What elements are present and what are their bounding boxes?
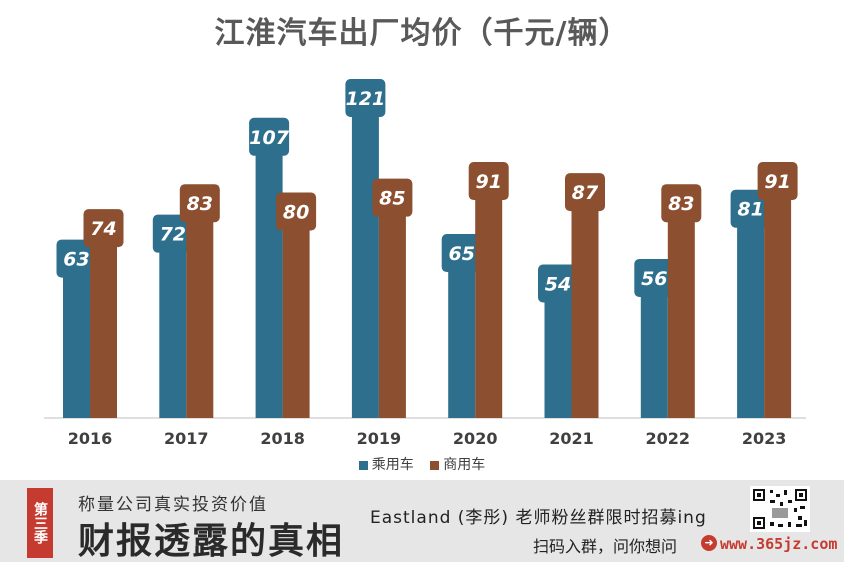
bar-commercial-2016: [90, 213, 117, 418]
data-label-commercial-2023: 91: [764, 171, 790, 193]
bar-commercial-2022: [667, 188, 695, 418]
label-box-commercial-2017: [179, 184, 220, 223]
x-tick-label-2021: 2021: [549, 429, 594, 448]
data-label-commercial-2021: 87: [572, 182, 599, 204]
label-box-passenger-2019: [345, 79, 386, 117]
chart-title: 江淮汽车出厂均价（千元/辆）: [214, 16, 630, 51]
label-box-passenger-2021: [538, 264, 578, 303]
label-box-commercial-2023: [757, 162, 798, 201]
label-box-commercial-2021: [565, 173, 605, 212]
footer-subtitle: 称量公司真实投资价值: [78, 495, 268, 515]
data-label-passenger-2020: 65: [448, 243, 474, 265]
footer-title: 财报透露的真相: [78, 520, 345, 562]
label-box-passenger-2017: [152, 214, 193, 253]
legend-swatch-passenger: [358, 460, 368, 470]
data-label-commercial-2016: 74: [90, 218, 116, 240]
x-tick-label-2022: 2022: [646, 429, 691, 448]
x-tick-label-2020: 2020: [453, 429, 498, 448]
data-label-commercial-2018: 80: [283, 202, 309, 224]
label-box-commercial-2016: [83, 209, 124, 248]
footer-url[interactable]: www.365jz.com: [720, 535, 838, 553]
arrow-right-icon: ➜: [701, 535, 717, 551]
data-label-passenger-2021: 54: [545, 273, 571, 295]
bar-commercial-2023: [764, 166, 792, 418]
label-box-commercial-2018: [276, 192, 317, 231]
data-label-passenger-2022: 56: [641, 268, 667, 290]
bar-commercial-2017: [186, 188, 214, 418]
qr-code-icon[interactable]: [750, 486, 810, 532]
bar-commercial-2019: [378, 182, 406, 418]
bar-passenger-2018: [255, 121, 283, 419]
label-box-commercial-2020: [468, 162, 509, 201]
data-label-commercial-2020: 91: [475, 171, 501, 193]
season-tag: 第三季: [27, 488, 53, 558]
data-label-passenger-2016: 63: [63, 249, 89, 271]
bar-commercial-2018: [282, 196, 310, 418]
bar-passenger-2019: [351, 83, 379, 418]
footer-promo: Eastland (李彤) 老师粉丝群限时招募ing: [370, 508, 707, 528]
x-tick-label-2019: 2019: [357, 429, 402, 448]
label-box-passenger-2022: [634, 258, 675, 297]
data-label-passenger-2019: 121: [346, 88, 386, 110]
data-label-commercial-2017: 83: [187, 193, 213, 215]
bar-chart: 6374201672832017107802018121852019659120…: [44, 79, 806, 448]
label-box-passenger-2018: [249, 117, 290, 156]
label-box-commercial-2019: [372, 178, 413, 217]
data-label-commercial-2022: 83: [668, 193, 694, 215]
legend-label-commercial: 商用车: [443, 457, 486, 473]
legend: 乘用车 商用车: [0, 454, 844, 474]
legend-item-commercial: 商用车: [430, 454, 485, 474]
data-label-passenger-2017: 72: [160, 224, 186, 246]
bar-commercial-2021: [571, 177, 599, 418]
label-box-passenger-2020: [441, 234, 482, 273]
bar-passenger-2023: [737, 193, 765, 418]
data-label-commercial-2019: 85: [379, 188, 405, 210]
bar-commercial-2020: [475, 166, 503, 418]
legend-swatch-commercial: [430, 460, 440, 470]
label-box-passenger-2016: [56, 239, 97, 278]
x-tick-label-2018: 2018: [260, 429, 305, 448]
label-box-commercial-2022: [661, 184, 702, 223]
x-tick-label-2017: 2017: [164, 429, 209, 448]
x-tick-label-2016: 2016: [68, 429, 113, 448]
data-label-passenger-2018: 107: [249, 127, 289, 149]
footer-cta: 扫码入群，问你想问: [533, 537, 678, 556]
legend-item-passenger: 乘用车: [358, 454, 414, 474]
legend-label-passenger: 乘用车: [371, 457, 414, 473]
data-label-passenger-2023: 81: [737, 199, 763, 221]
x-tick-label-2023: 2023: [742, 429, 787, 448]
